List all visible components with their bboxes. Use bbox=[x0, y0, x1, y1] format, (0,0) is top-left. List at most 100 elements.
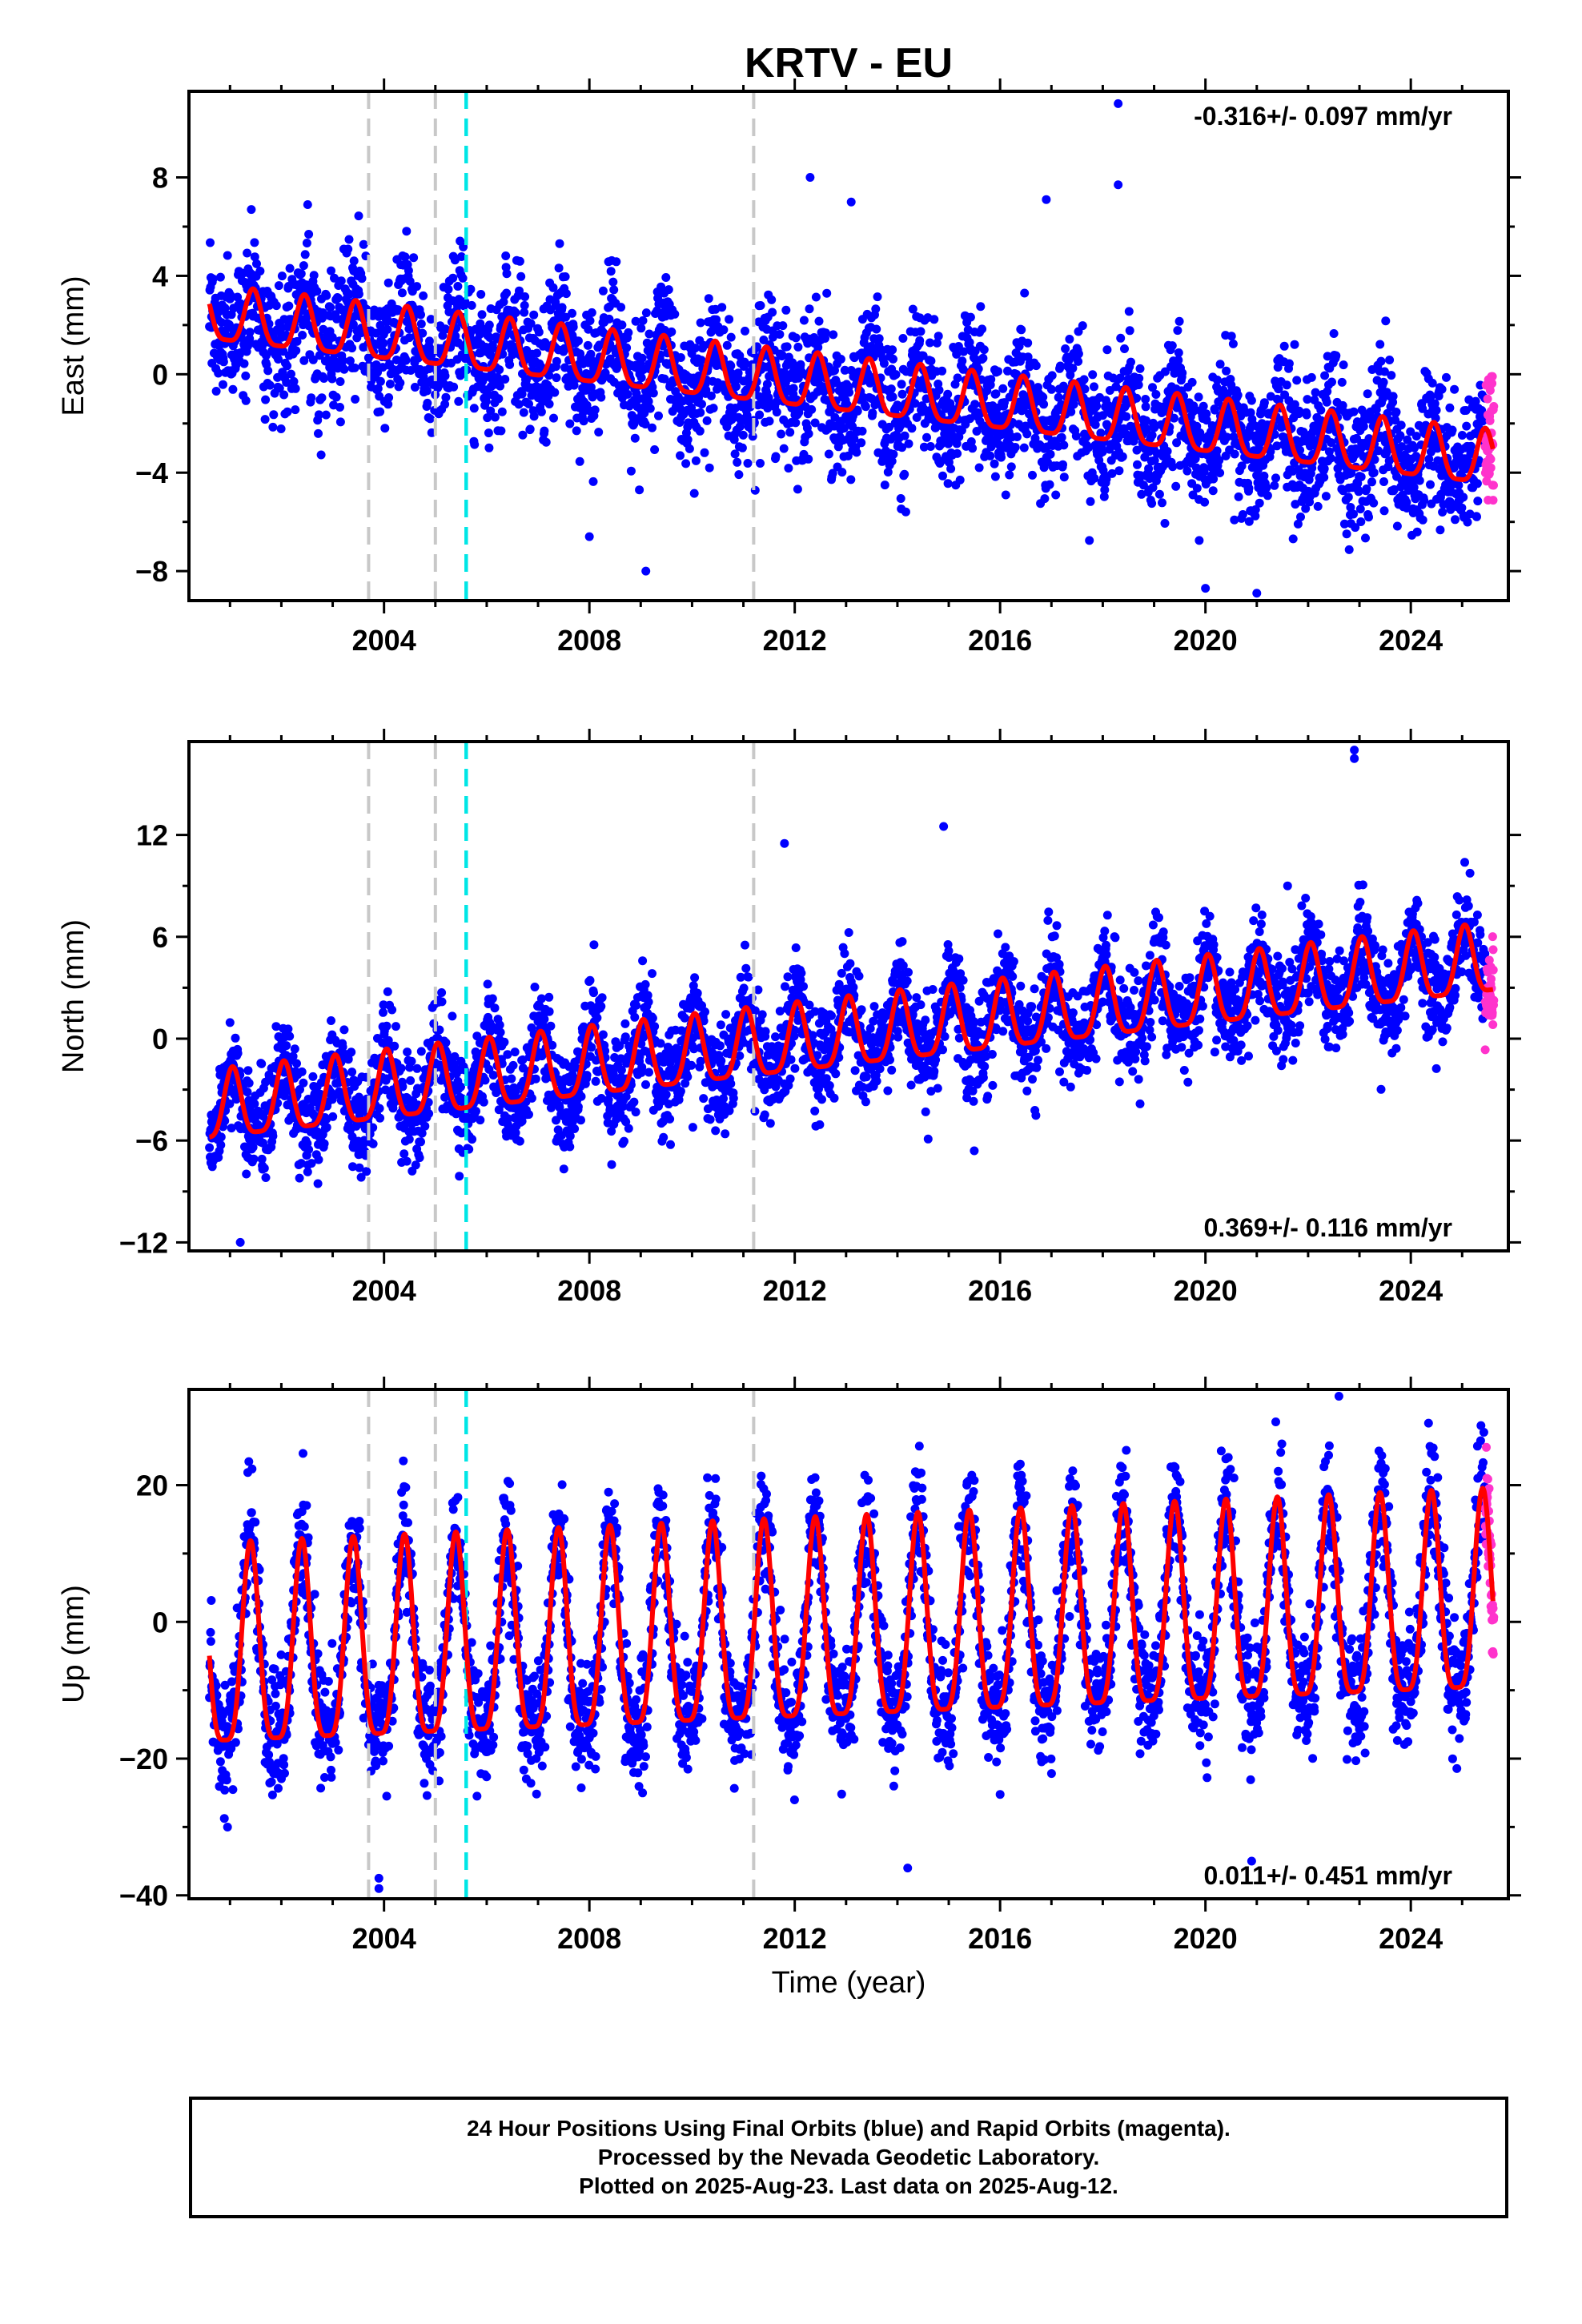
final-orbit-point bbox=[479, 1097, 488, 1107]
final-orbit-point bbox=[608, 277, 618, 287]
final-orbit-point bbox=[1135, 364, 1145, 373]
final-orbit-point bbox=[1174, 348, 1183, 357]
final-orbit-point bbox=[1233, 390, 1243, 400]
final-orbit-point bbox=[510, 1047, 520, 1057]
final-orbit-point bbox=[383, 400, 393, 409]
final-orbit-point bbox=[500, 375, 510, 384]
final-orbit-point bbox=[886, 384, 896, 394]
final-orbit-point bbox=[1187, 377, 1197, 387]
final-orbit-point bbox=[1331, 351, 1341, 360]
final-orbit-point bbox=[476, 1116, 485, 1125]
final-orbit-point bbox=[1171, 481, 1181, 491]
final-orbit-point bbox=[852, 448, 861, 457]
final-orbit-point bbox=[552, 373, 561, 383]
final-orbit-point bbox=[765, 416, 774, 426]
final-orbit-point bbox=[726, 332, 736, 342]
final-orbit-point bbox=[319, 1139, 329, 1148]
final-orbit-point bbox=[1192, 484, 1202, 493]
final-orbit-point bbox=[1071, 432, 1081, 440]
final-orbit-point bbox=[994, 367, 1002, 376]
final-orbit-point bbox=[351, 395, 360, 404]
final-orbit-point bbox=[636, 373, 646, 383]
final-orbit-point bbox=[641, 1080, 650, 1089]
final-orbit-point bbox=[219, 380, 227, 389]
final-orbit-point bbox=[302, 239, 311, 247]
final-orbit-point bbox=[241, 396, 251, 405]
final-orbit-point bbox=[712, 315, 721, 324]
final-orbit-point bbox=[590, 405, 600, 415]
final-orbit-point bbox=[1039, 400, 1049, 409]
final-orbit-point bbox=[958, 356, 967, 366]
final-orbit-point bbox=[335, 377, 345, 386]
final-orbit-point bbox=[888, 392, 897, 402]
final-orbit-point bbox=[670, 309, 680, 319]
final-orbit-point bbox=[731, 382, 741, 392]
final-orbit-point bbox=[644, 396, 653, 406]
final-orbit-point bbox=[274, 355, 283, 364]
final-orbit-point bbox=[840, 365, 849, 375]
final-orbit-point bbox=[282, 1041, 291, 1051]
final-orbit-point bbox=[1124, 307, 1134, 316]
final-orbit-point bbox=[214, 368, 223, 378]
final-orbit-point bbox=[271, 301, 281, 311]
final-orbit-point bbox=[291, 384, 300, 393]
final-orbit-point bbox=[274, 281, 283, 291]
final-orbit-point bbox=[811, 292, 821, 302]
final-orbit-point bbox=[804, 454, 813, 464]
final-orbit-point bbox=[405, 276, 415, 286]
final-orbit-point bbox=[1472, 512, 1481, 521]
final-orbit-point bbox=[1450, 384, 1460, 394]
final-orbit-point bbox=[888, 345, 897, 355]
final-orbit-point bbox=[661, 273, 671, 282]
final-orbit-point bbox=[874, 334, 884, 344]
final-orbit-point bbox=[978, 353, 988, 363]
y-tick-label: 4 bbox=[152, 259, 168, 292]
final-orbit-point bbox=[396, 1063, 406, 1073]
final-orbit-point bbox=[1017, 325, 1026, 335]
final-orbit-point bbox=[1344, 545, 1354, 554]
final-orbit-point bbox=[236, 299, 246, 308]
final-orbit-point bbox=[588, 476, 598, 486]
final-orbit-point bbox=[216, 1132, 226, 1142]
final-orbit-point bbox=[1415, 476, 1424, 485]
final-orbit-point bbox=[926, 356, 936, 366]
final-orbit-point bbox=[375, 1113, 385, 1123]
final-orbit-point bbox=[1339, 360, 1348, 370]
final-orbit-point bbox=[327, 332, 337, 342]
final-orbit-point bbox=[531, 1074, 540, 1084]
final-orbit-point bbox=[631, 316, 640, 326]
final-orbit-point bbox=[782, 342, 792, 352]
final-orbit-point bbox=[576, 1092, 586, 1101]
final-orbit-point bbox=[1023, 338, 1033, 348]
final-orbit-point bbox=[400, 252, 410, 262]
final-orbit-point bbox=[1234, 492, 1243, 501]
final-orbit-point bbox=[401, 356, 411, 365]
final-orbit-point bbox=[934, 385, 944, 395]
final-orbit-point bbox=[502, 288, 512, 298]
final-orbit-outlier-point bbox=[805, 173, 815, 183]
final-orbit-point bbox=[261, 395, 271, 404]
final-orbit-point bbox=[501, 251, 511, 260]
final-orbit-point bbox=[460, 297, 470, 307]
final-orbit-point bbox=[252, 259, 261, 268]
final-orbit-point bbox=[565, 419, 575, 428]
final-orbit-point bbox=[919, 442, 929, 452]
final-orbit-point bbox=[777, 351, 787, 360]
final-orbit-point bbox=[632, 1000, 641, 1010]
final-orbit-point bbox=[448, 273, 458, 283]
final-orbit-point bbox=[824, 449, 833, 459]
final-orbit-point bbox=[298, 331, 307, 340]
final-orbit-point bbox=[243, 1066, 253, 1076]
final-orbit-point bbox=[1019, 443, 1029, 452]
final-orbit-point bbox=[415, 1153, 424, 1163]
final-orbit-point bbox=[404, 266, 413, 275]
final-orbit-point bbox=[832, 378, 841, 388]
final-orbit-point bbox=[1445, 403, 1455, 412]
final-orbit-point bbox=[330, 273, 339, 283]
final-orbit-point bbox=[1195, 536, 1204, 545]
final-orbit-point bbox=[347, 344, 357, 353]
final-orbit-point bbox=[799, 316, 809, 325]
final-orbit-point bbox=[496, 381, 505, 391]
final-orbit-point bbox=[791, 418, 801, 428]
final-orbit-point bbox=[269, 410, 279, 420]
